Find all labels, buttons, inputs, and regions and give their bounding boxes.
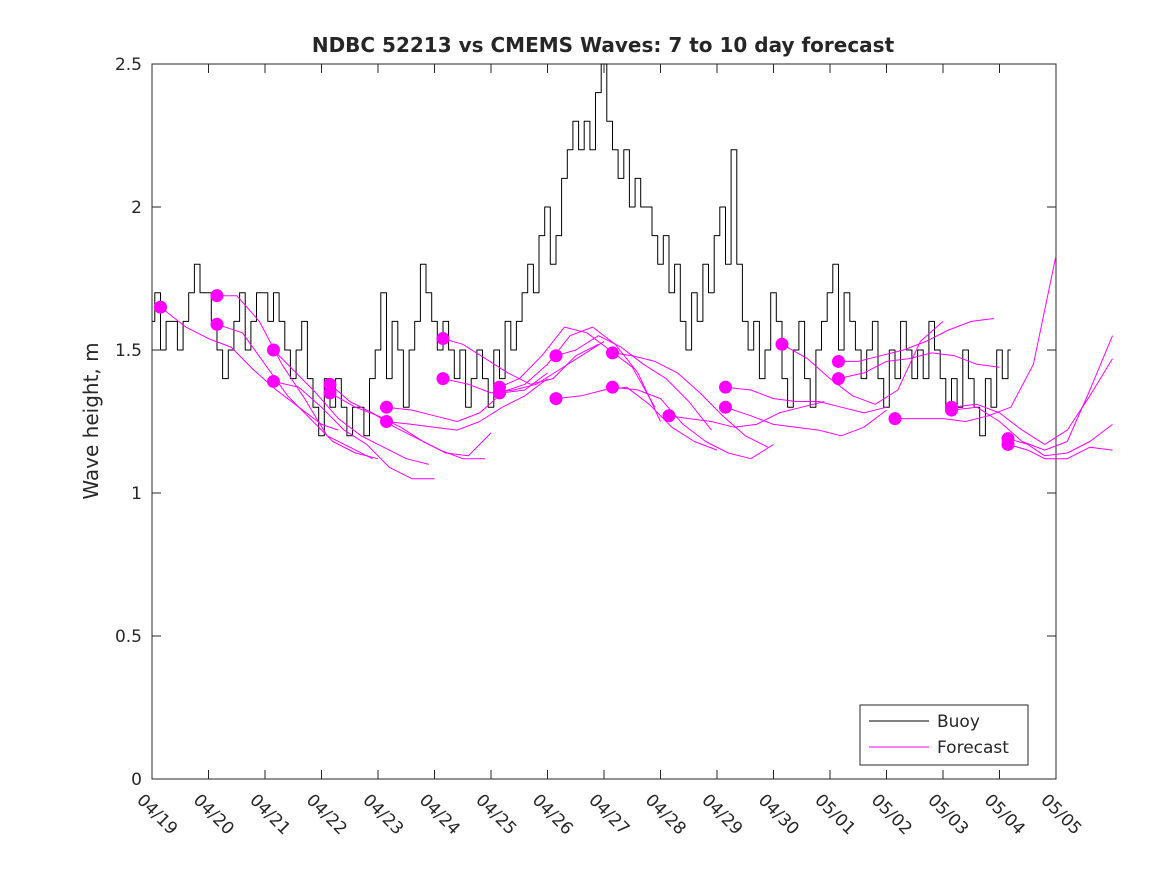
buoy-series-line <box>152 63 1011 437</box>
y-tick-label: 0 <box>131 770 142 790</box>
forecast-start-marker <box>888 412 902 426</box>
forecast-start-marker <box>662 409 676 423</box>
forecast-start-marker <box>266 374 280 388</box>
forecast-series-line <box>442 340 605 394</box>
x-tick-label: 04/19 <box>132 790 181 839</box>
forecast-start-marker <box>944 403 958 417</box>
x-tick-label: 05/01 <box>810 790 859 839</box>
x-tick-label: 04/24 <box>415 790 464 839</box>
plot-area <box>151 63 1113 780</box>
y-tick-label: 2 <box>131 198 142 218</box>
forecast-series-line <box>895 255 1057 422</box>
x-tick-label: 04/21 <box>245 790 294 839</box>
forecast-start-marker <box>718 380 732 394</box>
forecast-start-marker <box>549 349 563 363</box>
forecast-start-marker <box>323 386 337 400</box>
x-tick-label: 04/20 <box>189 790 238 839</box>
x-tick-label: 04/22 <box>302 790 351 839</box>
forecast-start-marker <box>831 354 845 368</box>
forecast-series-line <box>217 295 373 460</box>
x-tick-label: 04/27 <box>584 790 633 839</box>
forecast-series-line <box>838 352 1000 380</box>
legend-label: Buoy <box>937 712 980 732</box>
forecast-start-marker <box>605 346 619 360</box>
forecast-series-line <box>499 326 661 422</box>
forecast-series-line <box>612 386 774 460</box>
legend-box <box>859 704 1029 766</box>
x-tick-label: 04/30 <box>754 790 803 839</box>
forecast-start-marker <box>379 400 393 414</box>
forecast-series-line <box>329 392 492 457</box>
x-tick-label: 05/04 <box>980 790 1029 839</box>
forecast-start-marker <box>549 392 563 406</box>
forecast-series-line <box>1007 443 1113 460</box>
forecast-series-line <box>668 401 825 428</box>
y-tick-label: 1.5 <box>115 341 142 361</box>
x-tick-label: 04/28 <box>641 790 690 839</box>
forecast-start-marker <box>492 386 506 400</box>
forecast-start-marker <box>266 343 280 357</box>
forecast-series-line <box>1007 424 1113 457</box>
forecast-start-marker <box>210 317 224 331</box>
legend: Buoy Forecast <box>859 704 1029 766</box>
x-tick-label: 05/05 <box>1036 790 1085 839</box>
x-tick-label: 04/23 <box>358 790 407 839</box>
forecast-series-line <box>160 306 339 431</box>
forecast-series-line <box>273 381 435 480</box>
y-tick-label: 0.5 <box>115 627 142 647</box>
forecast-series-line <box>725 406 887 437</box>
forecast-start-marker <box>379 415 393 428</box>
chart-title: NDBC 52213 vs CMEMS Waves: 7 to 10 day f… <box>312 33 895 57</box>
forecast-series-line <box>499 326 656 408</box>
forecast-series-line <box>555 386 718 451</box>
y-axis-label: Wave height, m <box>79 342 103 499</box>
x-tick-label: 05/02 <box>867 790 916 839</box>
x-tick-label: 04/29 <box>697 790 746 839</box>
forecast-start-marker <box>436 332 450 346</box>
forecast-series-line <box>725 386 887 414</box>
forecast-series-line <box>951 358 1113 445</box>
forecast-start-marker <box>1001 437 1015 451</box>
forecast-series-line <box>838 318 994 362</box>
x-tick-label: 04/25 <box>471 790 520 839</box>
forecast-start-marker <box>436 372 450 386</box>
x-tick-label: 05/03 <box>923 790 972 839</box>
forecast-series-line <box>951 335 1113 451</box>
y-tick-label: 1 <box>131 484 142 504</box>
forecast-start-marker <box>718 400 732 414</box>
forecast-start-marker <box>775 337 789 351</box>
x-tick-label: 04/26 <box>528 790 577 839</box>
axes-box <box>151 63 1057 780</box>
forecast-series-line <box>612 352 769 448</box>
forecast-series-line <box>781 321 944 405</box>
forecast-start-marker <box>831 372 845 386</box>
forecast-series-line <box>386 372 548 422</box>
legend-label: Forecast <box>937 738 1009 758</box>
forecast-start-marker <box>153 300 167 314</box>
forecast-start-marker <box>605 380 619 394</box>
forecast-series-line <box>273 349 430 465</box>
forecast-series-line <box>386 378 548 431</box>
forecast-series-line <box>216 323 379 460</box>
forecast-start-marker <box>210 289 224 303</box>
y-tick-label: 2.5 <box>115 55 142 75</box>
forecast-series-line <box>329 383 486 460</box>
